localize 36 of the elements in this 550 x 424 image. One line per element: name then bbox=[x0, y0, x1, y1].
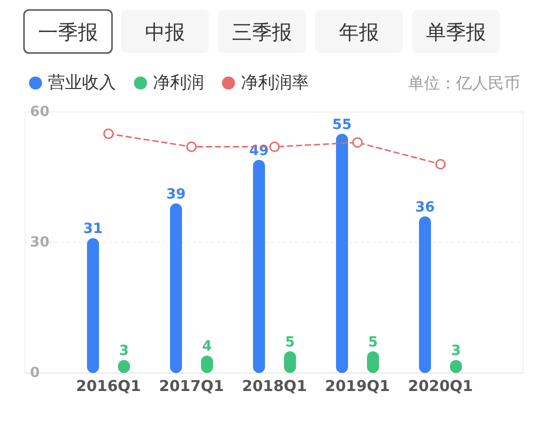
data-label: 39 bbox=[166, 186, 186, 202]
point bbox=[352, 137, 363, 148]
tab-button[interactable]: 三季报 bbox=[218, 10, 306, 53]
legend-label: 营业收入 bbox=[48, 73, 116, 93]
point bbox=[186, 142, 197, 152]
x-tick-label: 2020Q1 bbox=[408, 377, 473, 395]
bar bbox=[419, 216, 431, 373]
data-label: 5 bbox=[368, 334, 378, 350]
tab-button[interactable]: 一季报 bbox=[23, 9, 113, 54]
x-tick-label: 2019Q1 bbox=[325, 377, 390, 395]
x-tick-label: 2016Q1 bbox=[76, 377, 141, 395]
tab-button[interactable]: 单季报 bbox=[412, 10, 500, 53]
tab-button[interactable]: 年报 bbox=[315, 10, 403, 53]
y-tick-label: 30 bbox=[30, 234, 50, 250]
legend-label: 净利润 bbox=[153, 73, 204, 93]
point bbox=[103, 128, 114, 139]
bar bbox=[336, 134, 348, 373]
point bbox=[269, 142, 280, 152]
data-label: 5 bbox=[285, 334, 295, 350]
data-label: 4 bbox=[202, 338, 212, 355]
text: 单位：亿人民币 bbox=[408, 74, 520, 92]
tab-button[interactable]: 中报 bbox=[121, 10, 209, 53]
bar bbox=[170, 203, 182, 373]
data-label: 3 bbox=[451, 342, 461, 359]
y-tick-label: 60 bbox=[30, 104, 50, 120]
point bbox=[435, 158, 446, 170]
x-tick-label: 2017Q1 bbox=[159, 377, 224, 395]
bar bbox=[87, 238, 99, 373]
data-label: 31 bbox=[83, 221, 103, 238]
data-label: 36 bbox=[415, 199, 435, 216]
legend-label: 净利润率 bbox=[241, 73, 309, 93]
data-label: 55 bbox=[332, 116, 352, 133]
data-label: 3 bbox=[119, 342, 129, 359]
bar bbox=[253, 160, 265, 373]
y-tick-label: 0 bbox=[30, 365, 40, 381]
x-tick-label: 2018Q1 bbox=[242, 377, 307, 395]
